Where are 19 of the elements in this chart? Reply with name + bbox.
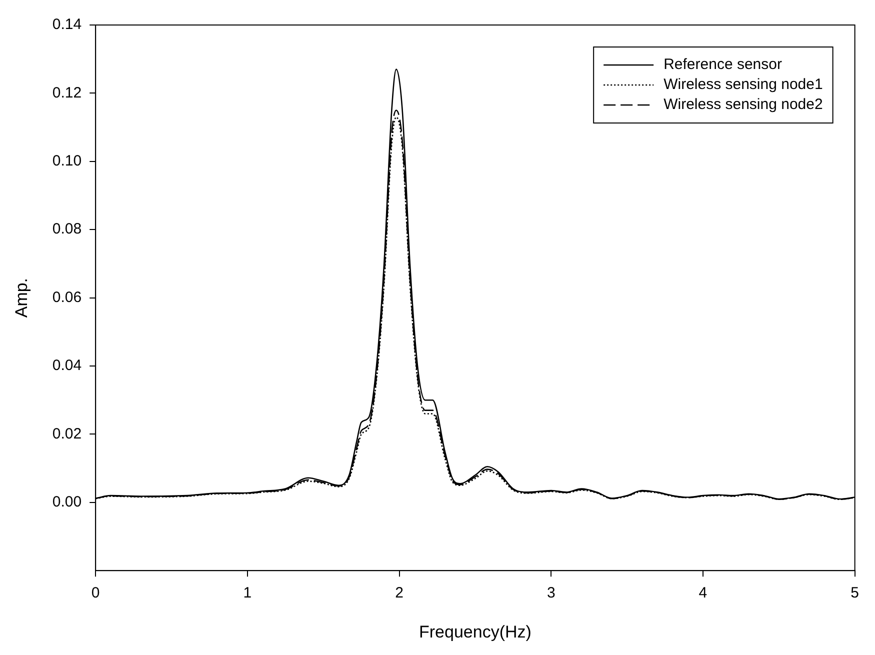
- x-tick-label: 3: [546, 584, 556, 602]
- y-tick-label: 0.14: [52, 16, 82, 34]
- y-tick-label: 0.04: [52, 357, 82, 374]
- y-tick-label: 0.00: [52, 494, 82, 511]
- x-tick-label: 4: [698, 584, 708, 602]
- x-tick-label: 5: [850, 584, 859, 602]
- y-tick-label: 0.06: [52, 288, 82, 306]
- legend-label: Wireless sensing node1: [664, 76, 823, 94]
- x-axis-title: Frequency(Hz): [419, 622, 532, 642]
- y-tick-label: 0.08: [52, 220, 82, 238]
- y-tick-label: 0.10: [52, 152, 82, 170]
- x-tick-label: 0: [91, 584, 100, 602]
- x-tick-label: 2: [395, 584, 404, 602]
- x-tick-label: 1: [243, 584, 252, 602]
- y-axis-title: Amp.: [12, 278, 31, 318]
- y-tick-label: 0.02: [52, 425, 82, 442]
- legend-label: Reference sensor: [664, 56, 782, 74]
- y-tick-label: 0.12: [52, 84, 82, 102]
- legend-label: Wireless sensing node2: [664, 96, 823, 114]
